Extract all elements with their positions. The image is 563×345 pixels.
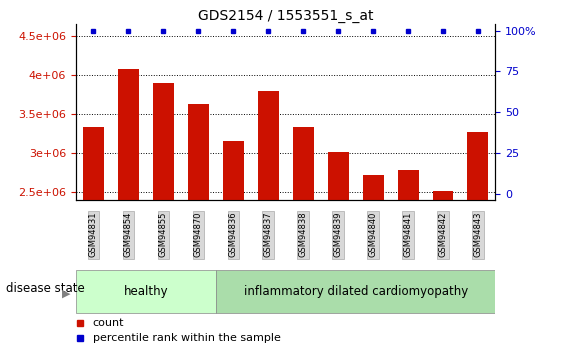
Bar xyxy=(188,104,209,345)
Text: ▶: ▶ xyxy=(62,288,70,298)
Text: inflammatory dilated cardiomyopathy: inflammatory dilated cardiomyopathy xyxy=(244,285,468,298)
Text: GSM94841: GSM94841 xyxy=(404,212,413,257)
Bar xyxy=(83,127,104,345)
FancyBboxPatch shape xyxy=(216,270,495,313)
Text: GSM94837: GSM94837 xyxy=(263,212,272,257)
Bar xyxy=(293,127,314,345)
Text: GSM94836: GSM94836 xyxy=(229,212,238,257)
Text: GSM94842: GSM94842 xyxy=(439,212,448,257)
Bar xyxy=(118,69,139,345)
Text: GSM94840: GSM94840 xyxy=(369,212,378,257)
Bar xyxy=(328,152,348,345)
Bar xyxy=(363,175,383,345)
Text: GSM94843: GSM94843 xyxy=(473,212,482,257)
Text: GSM94839: GSM94839 xyxy=(334,212,343,257)
FancyBboxPatch shape xyxy=(76,270,216,313)
Bar xyxy=(153,83,174,345)
Text: healthy: healthy xyxy=(124,285,168,298)
Bar xyxy=(467,132,489,345)
Text: GSM94831: GSM94831 xyxy=(89,212,98,257)
Text: disease state: disease state xyxy=(6,282,84,295)
Text: GSM94870: GSM94870 xyxy=(194,212,203,257)
Bar xyxy=(397,170,418,345)
Text: count: count xyxy=(93,318,124,328)
Bar xyxy=(432,191,453,345)
Text: GSM94854: GSM94854 xyxy=(124,212,133,257)
Text: GSM94855: GSM94855 xyxy=(159,212,168,257)
Title: GDS2154 / 1553551_s_at: GDS2154 / 1553551_s_at xyxy=(198,9,373,23)
Text: percentile rank within the sample: percentile rank within the sample xyxy=(93,333,281,343)
Bar xyxy=(258,91,279,345)
Bar xyxy=(223,141,244,345)
Text: GSM94838: GSM94838 xyxy=(299,212,308,257)
